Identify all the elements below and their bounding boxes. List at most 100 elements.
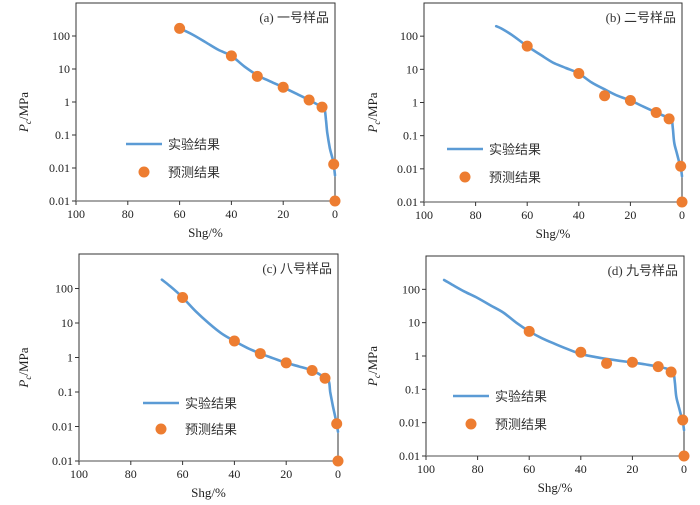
predicted-point xyxy=(329,195,341,207)
legend-marker-swatch xyxy=(465,418,477,430)
x-tick-label: 0 xyxy=(335,467,341,481)
x-axis-label: Shg/% xyxy=(191,485,226,500)
predicted-point xyxy=(251,70,263,82)
predicted-point xyxy=(306,364,318,376)
legend-line-label: 实验结果 xyxy=(495,389,547,405)
legend-line-label: 实验结果 xyxy=(489,142,541,158)
predicted-point xyxy=(177,291,189,303)
x-tick-label: 40 xyxy=(228,467,240,481)
predicted-point xyxy=(573,67,585,79)
predicted-point xyxy=(601,357,613,369)
experimental-line xyxy=(160,278,340,434)
y-tick-label: 10 xyxy=(58,62,70,76)
x-tick-label: 20 xyxy=(280,467,292,481)
experimental-line xyxy=(494,24,684,178)
predicted-point xyxy=(676,196,688,208)
y-axis-label: Pc/MPa xyxy=(365,346,382,387)
x-tick-label: 40 xyxy=(575,462,587,476)
y-tick-label: 0.01 xyxy=(399,449,420,463)
panel-title: (c) 八号样品 xyxy=(262,261,332,276)
predicted-point xyxy=(316,101,328,113)
y-label-symbol: P xyxy=(365,125,380,134)
predicted-point xyxy=(652,361,664,373)
panel-title: (a) 一号样品 xyxy=(259,10,329,25)
y-tick-label: 0.01 xyxy=(399,416,420,430)
x-tick-label: 20 xyxy=(277,207,289,221)
predicted-point xyxy=(678,450,690,462)
legend-marker-swatch xyxy=(138,166,150,178)
x-tick-label: 60 xyxy=(174,207,186,221)
x-tick-label: 80 xyxy=(122,207,134,221)
predicted-point xyxy=(328,158,340,170)
y-label-subscript: c xyxy=(372,121,382,125)
predicted-point xyxy=(280,357,292,369)
predicted-point xyxy=(332,455,344,467)
experimental-line xyxy=(178,27,337,177)
predicted-point xyxy=(228,335,240,347)
predicted-point xyxy=(174,22,186,34)
predicted-point xyxy=(225,50,237,62)
predicted-point xyxy=(575,346,587,358)
predicted-point xyxy=(303,94,315,106)
y-tick-label: 100 xyxy=(400,29,418,43)
legend-marker-label: 预测结果 xyxy=(495,418,547,433)
y-tick-label: 0.1 xyxy=(58,385,73,399)
y-axis-label: Pc/MPa xyxy=(16,92,33,133)
x-tick-label: 60 xyxy=(523,462,535,476)
y-tick-label: 1 xyxy=(64,95,70,109)
x-tick-label: 40 xyxy=(573,208,585,222)
predicted-point xyxy=(624,94,636,106)
legend-marker-swatch xyxy=(459,171,471,183)
y-tick-label: 1 xyxy=(412,96,418,110)
legend-line-label: 实验结果 xyxy=(168,137,220,153)
x-tick-label: 100 xyxy=(70,467,88,481)
y-label-unit: /MPa xyxy=(365,346,380,374)
predicted-point xyxy=(677,414,689,426)
y-label-symbol: P xyxy=(16,124,31,133)
y-tick-label: 0.01 xyxy=(49,161,70,175)
y-tick-label: 0.01 xyxy=(49,194,70,208)
x-tick-label: 80 xyxy=(472,462,484,476)
y-tick-label: 10 xyxy=(406,62,418,76)
legend-marker-label: 预测结果 xyxy=(185,423,237,438)
panel-b: 0.01 0.01 0.1 1 10 100 100 80 60 40 20 0 Shg/% Pc/MPa… xyxy=(365,2,688,241)
x-tick-label: 60 xyxy=(521,208,533,222)
x-tick-label: 100 xyxy=(417,462,435,476)
legend-marker-label: 预测结果 xyxy=(168,166,220,181)
y-tick-label: 0.01 xyxy=(52,420,73,434)
predicted-point xyxy=(521,40,533,52)
y-label-unit: /MPa xyxy=(365,92,380,120)
y-label-subscript: c xyxy=(23,120,33,124)
x-tick-label: 100 xyxy=(415,208,433,222)
predicted-point xyxy=(665,366,677,378)
y-tick-label: 100 xyxy=(55,282,73,296)
predicted-point xyxy=(599,90,611,102)
predicted-point xyxy=(663,113,675,125)
x-axis-label: Shg/% xyxy=(188,225,223,240)
x-tick-label: 0 xyxy=(681,462,687,476)
y-label-subscript: c xyxy=(23,376,33,380)
y-axis-label: Pc/MPa xyxy=(16,347,33,388)
predicted-point xyxy=(523,325,535,337)
x-tick-label: 60 xyxy=(177,467,189,481)
y-tick-label: 0.01 xyxy=(397,195,418,209)
predicted-point xyxy=(626,356,638,368)
y-tick-label: 0.1 xyxy=(55,128,70,142)
panel-a: 0.01 0.01 0.1 1 10 100 100 80 60 40 20 0 Shg/% Pc/MPa… xyxy=(16,2,341,240)
y-tick-label: 0.01 xyxy=(397,162,418,176)
predicted-point xyxy=(331,418,343,430)
predicted-point xyxy=(277,81,289,93)
y-tick-label: 1 xyxy=(67,351,73,365)
predicted-point xyxy=(675,160,687,172)
predicted-point xyxy=(650,106,662,118)
panel-d: 0.01 0.01 0.1 1 10 100 100 80 60 40 20 0 Shg/% Pc/MPa… xyxy=(365,255,690,495)
x-tick-label: 80 xyxy=(125,467,137,481)
legend-marker-swatch xyxy=(155,423,167,435)
y-label-unit: /MPa xyxy=(16,92,31,120)
y-tick-label: 1 xyxy=(414,349,420,363)
y-tick-label: 100 xyxy=(402,282,420,296)
